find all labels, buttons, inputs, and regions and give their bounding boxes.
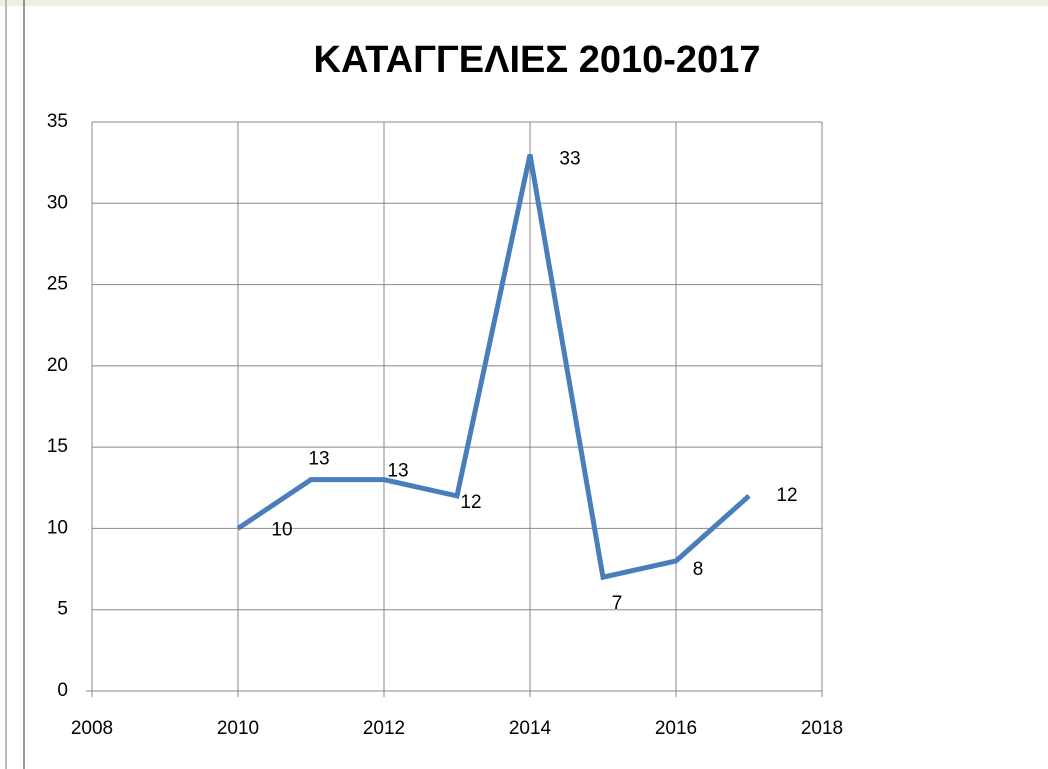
x-tick-label: 2010: [217, 718, 259, 739]
data-label: 13: [308, 449, 329, 470]
y-tick-label: 15: [47, 436, 68, 457]
data-label: 12: [460, 492, 481, 513]
data-label: 10: [271, 519, 292, 540]
x-tick-label: 2016: [655, 718, 697, 739]
data-line: [236, 153, 751, 581]
y-tick-label: 0: [57, 680, 68, 701]
top-band: [0, 0, 1048, 6]
y-tick-label: 30: [47, 192, 68, 213]
y-tick-label: 5: [57, 599, 68, 620]
y-tick-label: 10: [47, 517, 68, 538]
y-tick-label: 20: [47, 355, 68, 376]
chart-title: ΚΑΤΑΓΓΕΛΙΕΣ 2010-2017: [314, 39, 761, 81]
x-tick-label: 2012: [363, 718, 405, 739]
data-label: 8: [693, 559, 704, 580]
x-tick-label: 2014: [509, 718, 552, 739]
x-tick-label: 2018: [801, 718, 843, 739]
x-tick-label: 2008: [71, 718, 113, 739]
data-label: 12: [776, 485, 797, 506]
y-tick-label: 25: [47, 274, 68, 295]
data-label: 7: [612, 593, 623, 614]
data-label: 13: [387, 461, 408, 482]
data-label: 33: [559, 149, 580, 170]
y-tick-label: 35: [47, 111, 68, 132]
